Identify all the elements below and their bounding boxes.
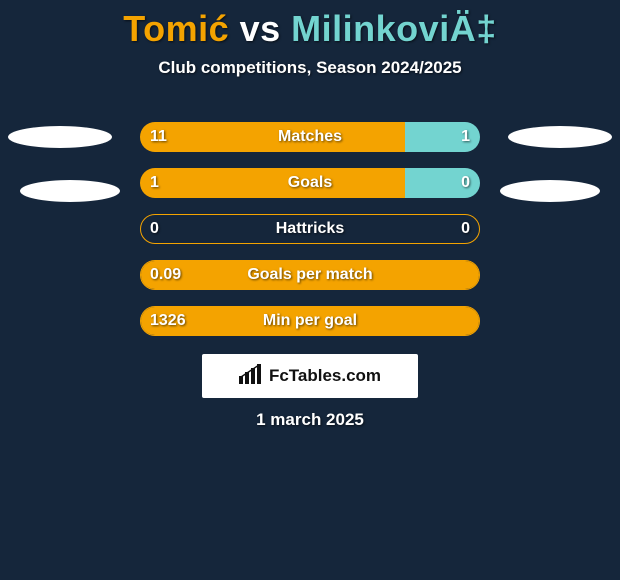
stat-bar-left	[141, 261, 479, 289]
avatar-right-2	[500, 180, 600, 202]
stat-bar-right	[405, 168, 480, 198]
stat-bar-right	[141, 215, 479, 243]
stat-bar-left	[140, 168, 405, 198]
stat-row: Hattricks00	[0, 214, 620, 244]
stat-bar	[140, 306, 480, 336]
page-title: Tomić vs MilinkoviÄ‡	[0, 0, 620, 50]
bars-icon	[239, 364, 263, 389]
brand-text: FcTables.com	[269, 366, 381, 386]
avatar-left-1	[8, 126, 112, 148]
stat-bar	[140, 168, 480, 198]
stat-bar-right	[405, 122, 480, 152]
stats-rows: Matches111Goals10Hattricks00Goals per ma…	[0, 122, 620, 352]
title-vs: vs	[229, 8, 291, 49]
stat-row: Goals per match0.09	[0, 260, 620, 290]
stat-bar-left	[140, 122, 405, 152]
stat-bar-left	[141, 307, 479, 335]
avatar-left-2	[20, 180, 120, 202]
title-right: MilinkoviÄ‡	[291, 8, 497, 49]
brand-box: FcTables.com	[202, 354, 418, 398]
title-left: Tomić	[123, 8, 229, 49]
date-label: 1 march 2025	[0, 410, 620, 430]
stat-bar	[140, 260, 480, 290]
subtitle: Club competitions, Season 2024/2025	[0, 58, 620, 78]
stat-bar	[140, 214, 480, 244]
avatar-right-1	[508, 126, 612, 148]
stat-bar	[140, 122, 480, 152]
stat-row: Min per goal1326	[0, 306, 620, 336]
